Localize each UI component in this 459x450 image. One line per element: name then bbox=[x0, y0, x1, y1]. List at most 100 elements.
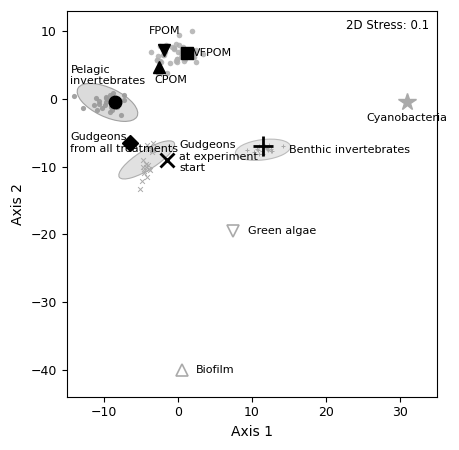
Point bbox=[107, 103, 115, 110]
Point bbox=[153, 57, 161, 64]
X-axis label: Axis 1: Axis 1 bbox=[230, 425, 272, 439]
Point bbox=[279, 143, 286, 150]
Text: Biofilm: Biofilm bbox=[196, 364, 235, 374]
Point bbox=[160, 52, 167, 59]
Point bbox=[146, 167, 153, 174]
Point bbox=[102, 99, 110, 106]
Point bbox=[139, 163, 146, 170]
Point bbox=[250, 149, 257, 156]
Point bbox=[155, 58, 162, 66]
Point bbox=[263, 145, 270, 153]
Point bbox=[106, 91, 113, 99]
Point bbox=[99, 104, 106, 112]
Point bbox=[71, 92, 78, 99]
Point bbox=[144, 145, 151, 153]
Point bbox=[156, 42, 163, 50]
Point bbox=[179, 53, 186, 60]
Point bbox=[173, 58, 180, 66]
Point bbox=[174, 49, 181, 56]
Point bbox=[162, 49, 169, 56]
Point bbox=[157, 68, 164, 76]
Point bbox=[143, 174, 151, 181]
Point bbox=[190, 50, 197, 57]
Point bbox=[172, 40, 179, 47]
Point bbox=[257, 148, 265, 155]
Point bbox=[188, 27, 195, 34]
Point bbox=[199, 50, 206, 58]
Text: Cyanobacteria: Cyanobacteria bbox=[366, 113, 447, 123]
Y-axis label: Axis 2: Axis 2 bbox=[11, 183, 25, 225]
Point bbox=[175, 41, 182, 49]
Ellipse shape bbox=[118, 141, 174, 179]
Point bbox=[114, 97, 122, 104]
Text: CPOM: CPOM bbox=[154, 75, 186, 85]
Point bbox=[94, 107, 101, 114]
Point bbox=[252, 145, 260, 153]
Point bbox=[145, 161, 152, 168]
Point bbox=[118, 112, 125, 119]
Point bbox=[259, 150, 267, 158]
Text: Gudgeons
from all treatments: Gudgeons from all treatments bbox=[70, 132, 178, 154]
Point bbox=[140, 170, 147, 177]
Point bbox=[157, 58, 164, 66]
Point bbox=[159, 52, 167, 59]
Point bbox=[242, 146, 250, 153]
Point bbox=[148, 148, 155, 155]
Point bbox=[90, 102, 98, 109]
Point bbox=[79, 104, 87, 111]
Point bbox=[190, 54, 197, 61]
Point bbox=[180, 58, 187, 65]
Text: Pelagic
invertebrates: Pelagic invertebrates bbox=[70, 64, 146, 86]
Point bbox=[113, 98, 120, 105]
Point bbox=[149, 140, 156, 147]
Text: FPOM: FPOM bbox=[148, 27, 180, 36]
Point bbox=[267, 146, 274, 153]
Point bbox=[106, 108, 113, 116]
Point bbox=[257, 150, 265, 157]
Point bbox=[264, 146, 271, 153]
Point bbox=[108, 92, 115, 99]
Point bbox=[181, 55, 188, 62]
Point bbox=[148, 147, 156, 154]
Point bbox=[168, 43, 175, 50]
Point bbox=[176, 50, 184, 57]
Text: Benthic invertebrates: Benthic invertebrates bbox=[288, 145, 409, 155]
Point bbox=[154, 69, 162, 76]
Point bbox=[255, 150, 262, 158]
Point bbox=[143, 142, 151, 149]
Point bbox=[109, 96, 116, 104]
Point bbox=[136, 186, 144, 193]
Point bbox=[113, 103, 121, 110]
Text: Green algae: Green algae bbox=[247, 226, 316, 236]
Point bbox=[170, 46, 177, 53]
Ellipse shape bbox=[77, 83, 138, 122]
Point bbox=[107, 97, 114, 104]
Point bbox=[179, 44, 186, 51]
Point bbox=[267, 147, 274, 154]
Point bbox=[172, 57, 179, 64]
Point bbox=[120, 96, 127, 103]
Point bbox=[147, 48, 155, 55]
Point bbox=[175, 32, 182, 39]
Point bbox=[163, 70, 170, 77]
Point bbox=[174, 55, 181, 63]
Point bbox=[170, 44, 178, 51]
Point bbox=[192, 58, 199, 66]
Point bbox=[173, 55, 180, 63]
Point bbox=[187, 49, 195, 56]
Point bbox=[160, 48, 168, 55]
Point bbox=[95, 97, 102, 104]
Point bbox=[140, 167, 147, 175]
Point bbox=[92, 94, 100, 102]
Point bbox=[183, 46, 190, 53]
Point bbox=[153, 56, 161, 63]
Point bbox=[115, 96, 123, 104]
Point bbox=[154, 52, 162, 59]
Point bbox=[261, 142, 269, 149]
Point bbox=[255, 142, 262, 149]
Text: VFPOM: VFPOM bbox=[192, 48, 231, 58]
Point bbox=[263, 145, 270, 152]
Point bbox=[120, 92, 127, 99]
Point bbox=[142, 163, 149, 171]
Text: Gudgeons
at experiment
start: Gudgeons at experiment start bbox=[179, 140, 257, 173]
